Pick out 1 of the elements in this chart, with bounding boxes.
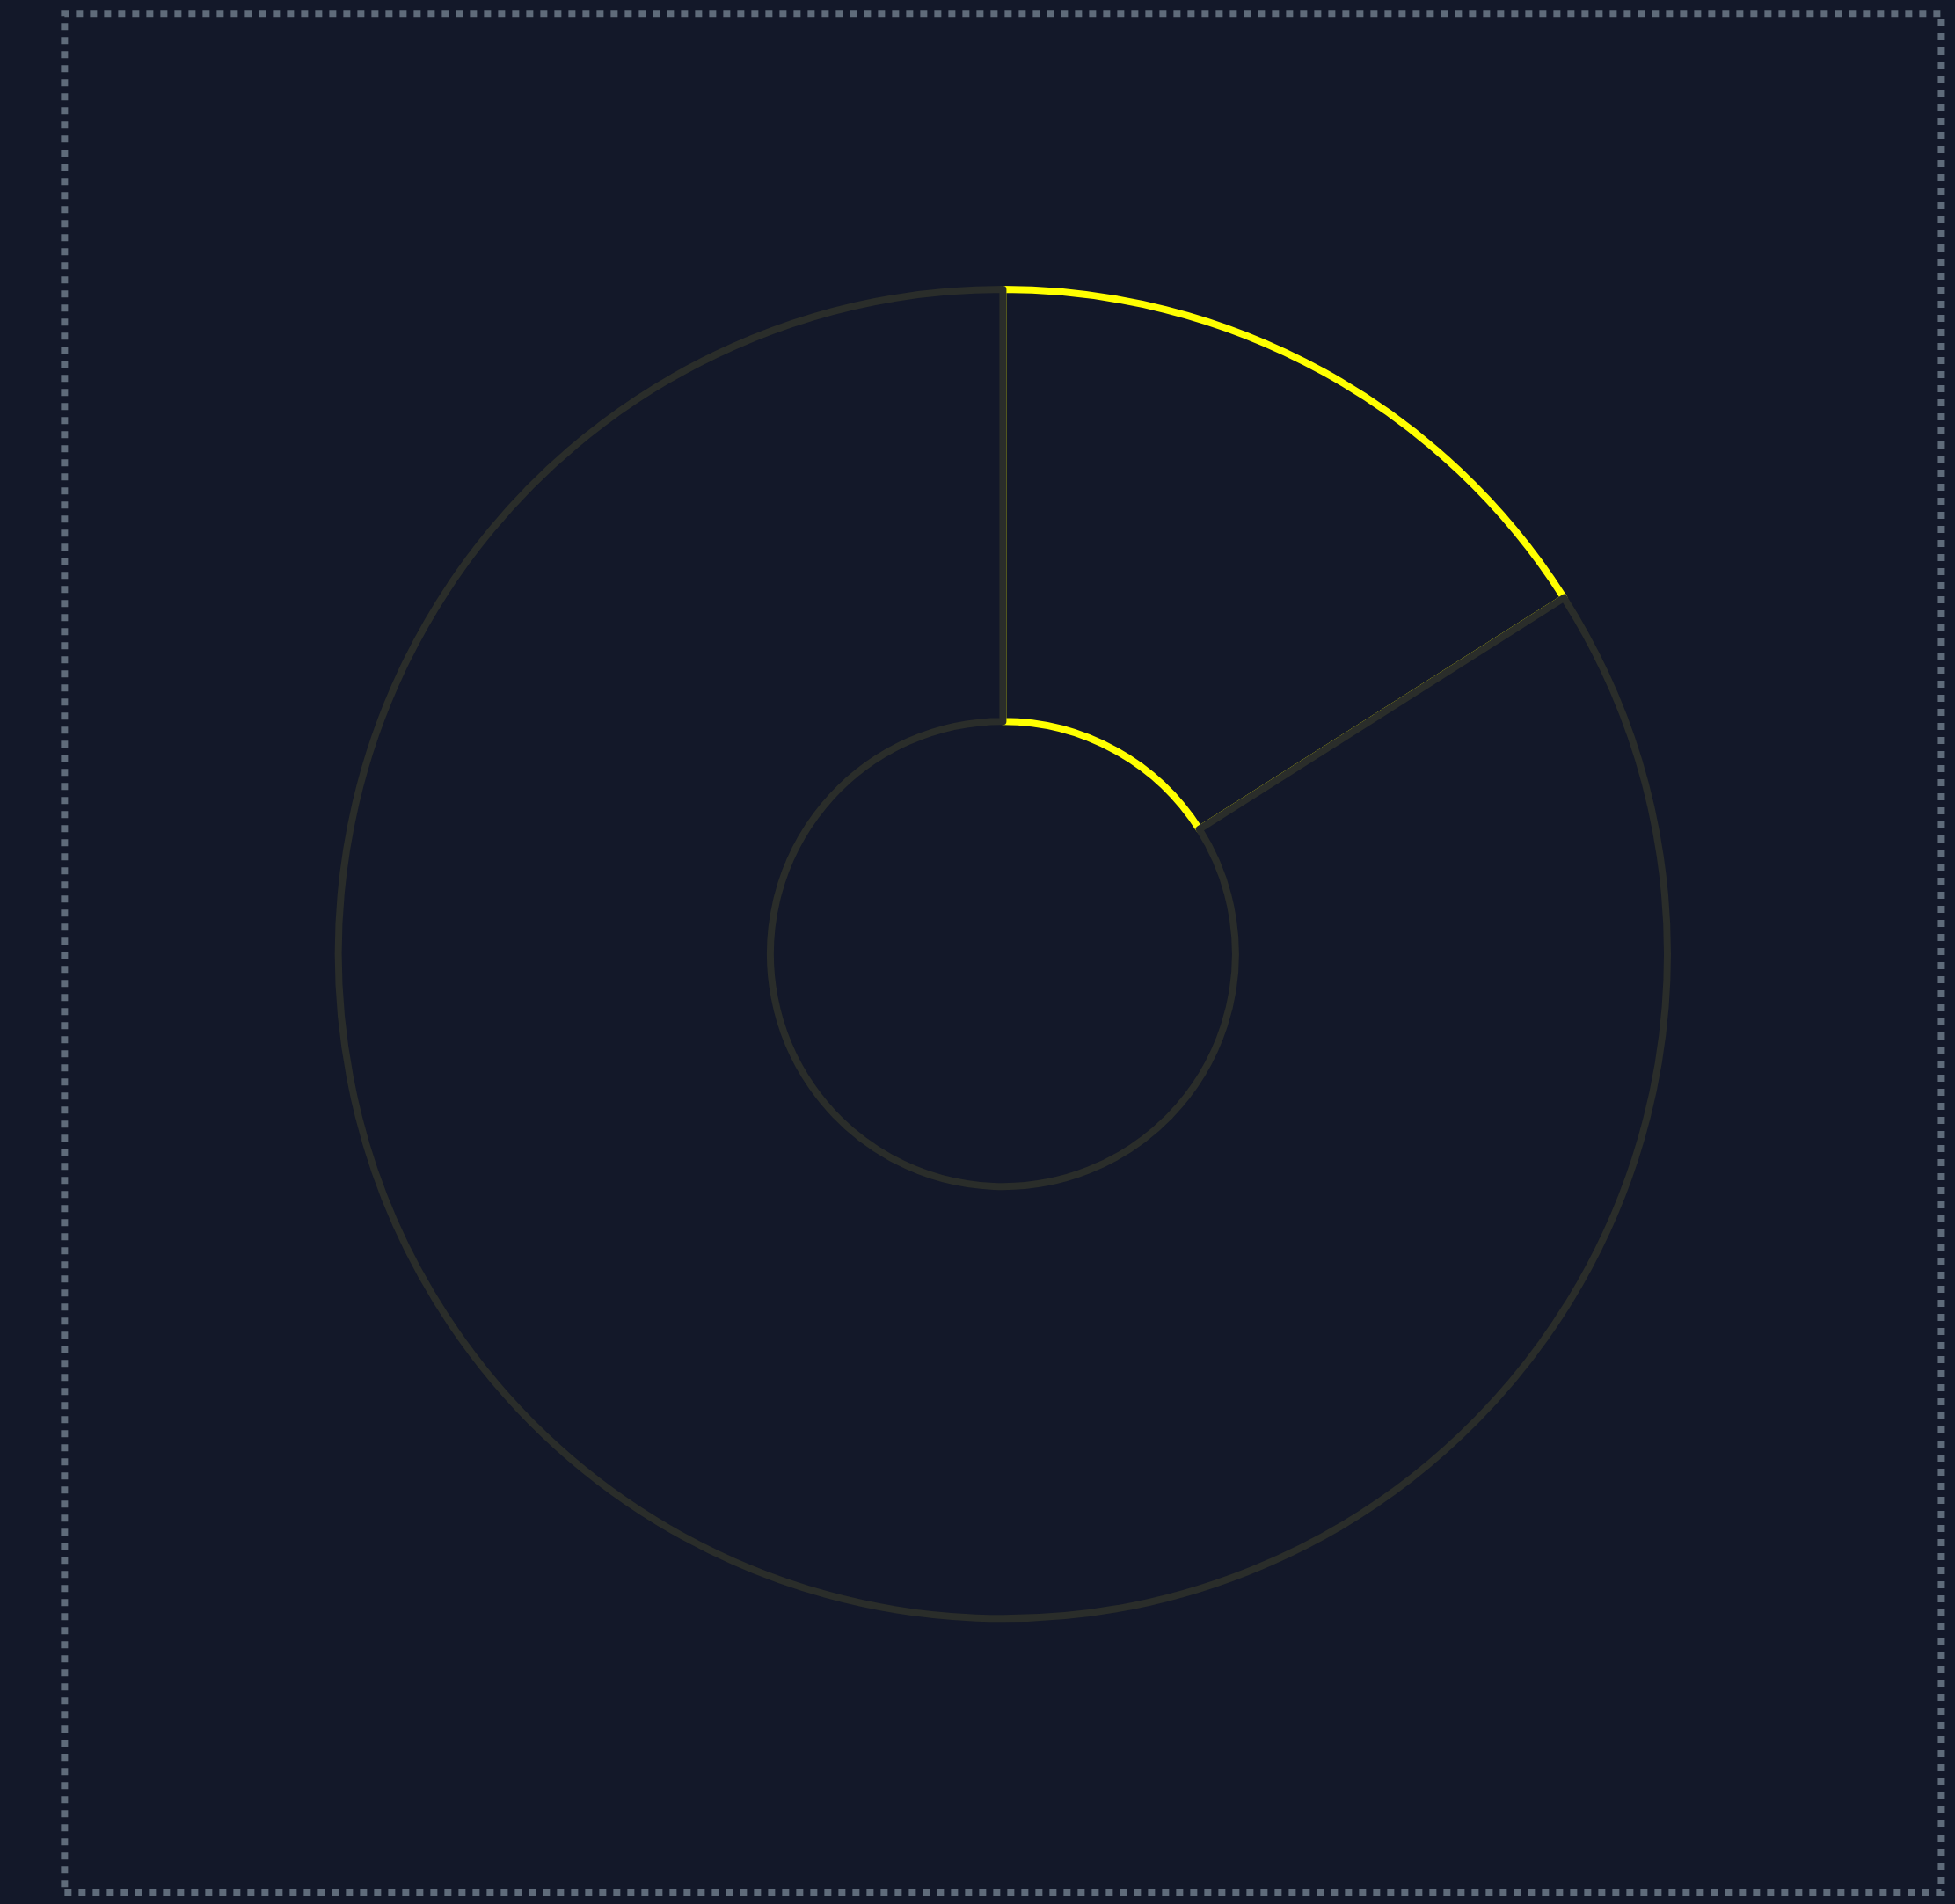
donut-slice xyxy=(335,286,1671,1622)
